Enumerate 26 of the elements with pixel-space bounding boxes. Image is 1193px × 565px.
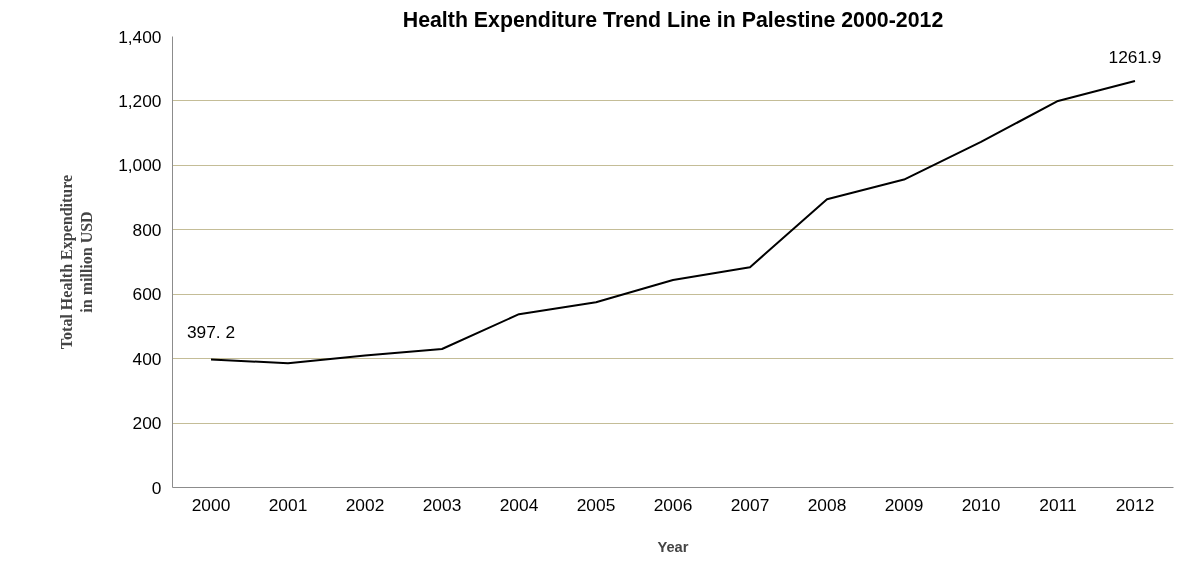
y-tick-label: 200 bbox=[132, 413, 162, 434]
x-tick-label: 2003 bbox=[422, 494, 462, 515]
x-tick-label: 2001 bbox=[268, 494, 308, 515]
x-tick-label: 2012 bbox=[1115, 494, 1155, 515]
y-tick-label: 1,200 bbox=[118, 90, 162, 111]
y-axis-title: Total Health Expenditure in million USD bbox=[57, 174, 96, 350]
data-label: 1261.9 bbox=[1108, 46, 1162, 67]
y-tick-label: 1,400 bbox=[118, 26, 162, 47]
x-tick-label: 2010 bbox=[961, 494, 1001, 515]
y-tick-label: 0 bbox=[151, 477, 162, 498]
x-tick-label: 2008 bbox=[807, 494, 847, 515]
chart-title: Health Expenditure Trend Line in Palestine 2000-2012 bbox=[402, 7, 944, 32]
x-axis-title: Year bbox=[657, 538, 689, 555]
x-tick-label: 2004 bbox=[499, 494, 539, 515]
y-tick-label: 1,000 bbox=[118, 155, 162, 176]
data-label: 397. 2 bbox=[186, 321, 236, 342]
y-tick-label: 800 bbox=[132, 219, 162, 240]
x-tick-label: 2007 bbox=[730, 494, 770, 515]
y-tick-label: 400 bbox=[132, 348, 162, 369]
y-tick-label: 600 bbox=[132, 284, 162, 305]
x-tick-label: 2006 bbox=[653, 494, 693, 515]
x-tick-label: 2000 bbox=[191, 494, 231, 515]
x-tick-label: 2005 bbox=[576, 494, 616, 515]
x-tick-label: 2011 bbox=[1039, 494, 1077, 515]
x-tick-label: 2009 bbox=[884, 494, 924, 515]
x-tick-label: 2002 bbox=[345, 494, 385, 515]
